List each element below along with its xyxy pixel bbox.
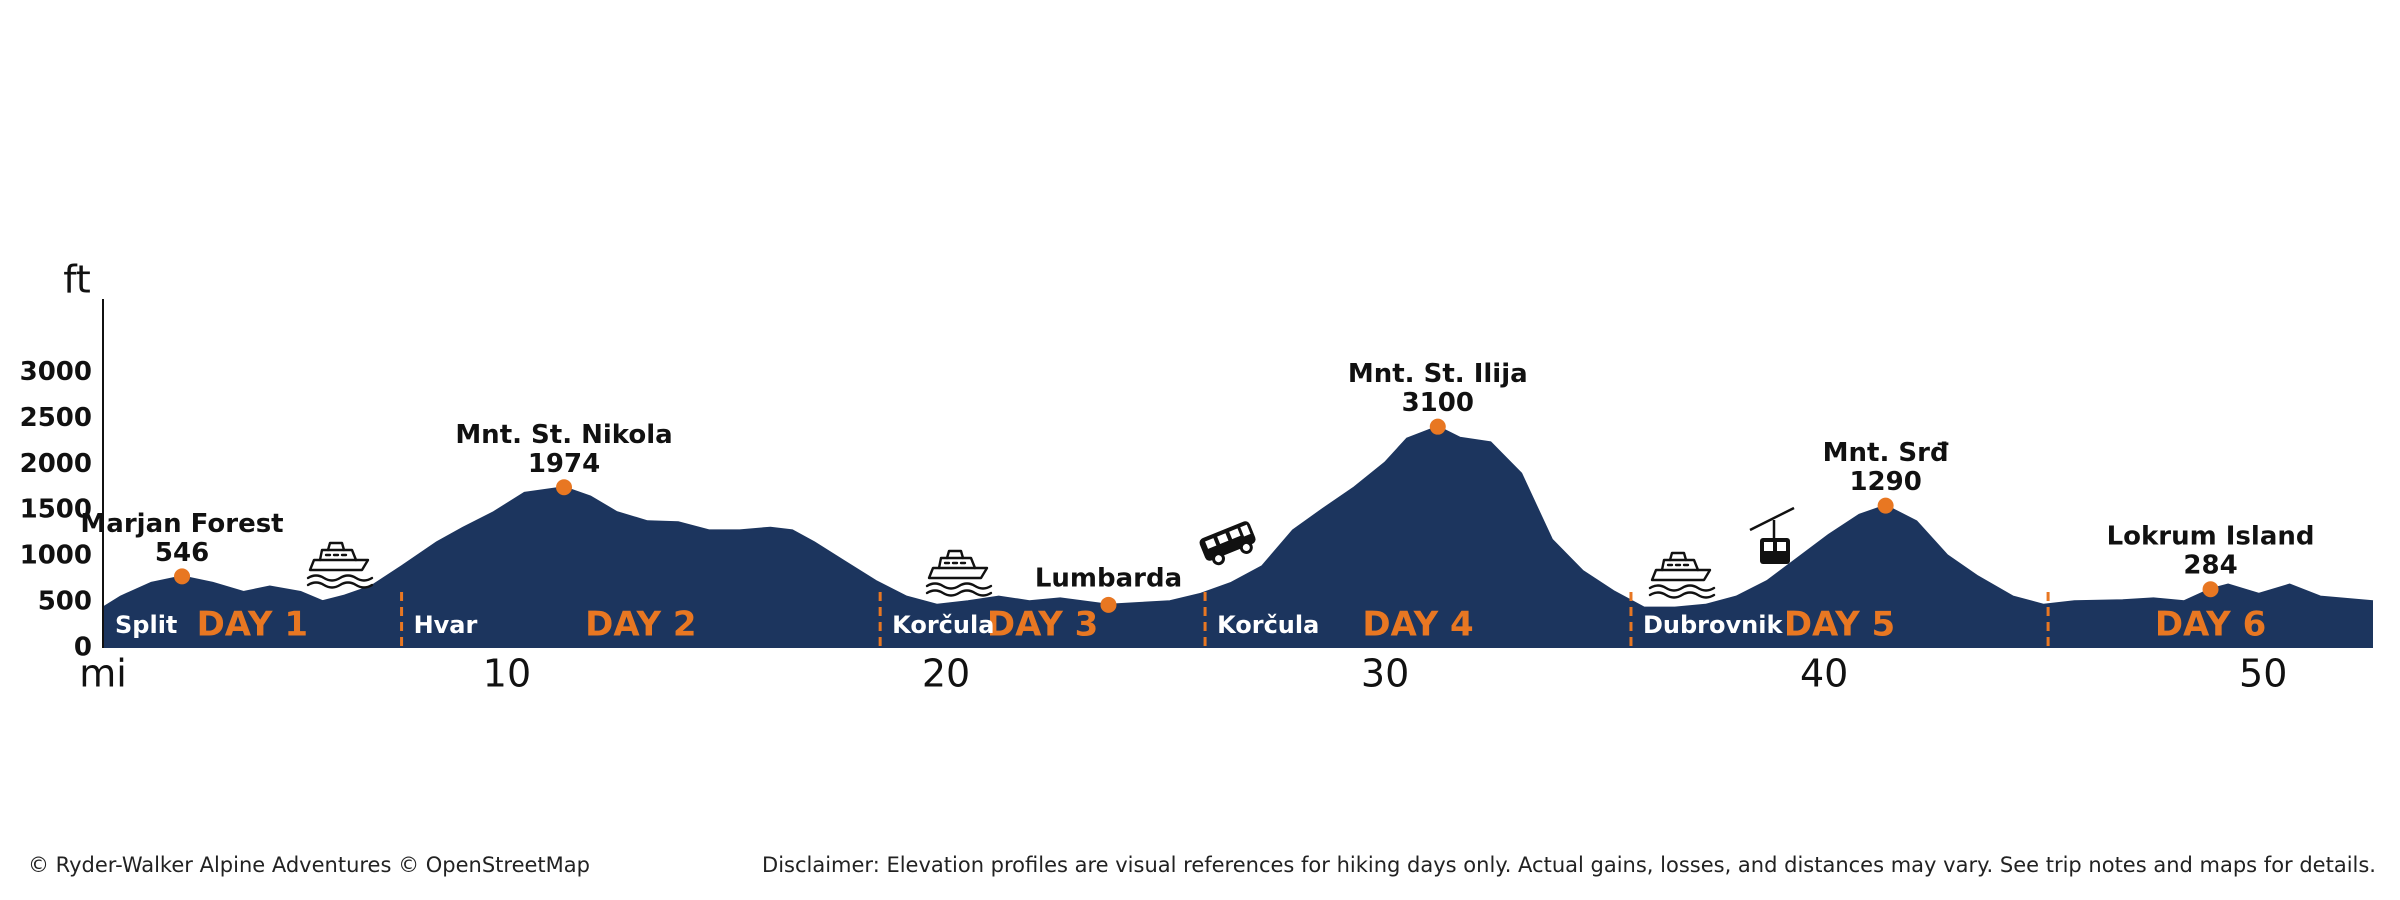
peak-marker: [1100, 596, 1117, 613]
y-tick-label: 2500: [20, 403, 92, 433]
plot: ft mi0 500 1000 1500 2000 2500 3000 10 20 30 40 50 DA…: [20, 258, 2374, 696]
day-label: DAY 3: [987, 605, 1098, 645]
peak-marker: [174, 568, 191, 585]
peak-name: Mnt. St. Ilija: [1348, 359, 1528, 389]
peak-marker: [1429, 418, 1446, 435]
peak-marker: [2202, 581, 2219, 598]
x-tick-label: 10: [483, 652, 531, 696]
town-label: Split: [115, 611, 177, 639]
x-tick-label: 40: [1800, 652, 1848, 696]
peak-name: Lumbarda: [1035, 563, 1182, 593]
ferry-icon: [1648, 551, 1716, 599]
x-tick-label: 20: [922, 652, 970, 696]
peak-name: Lokrum Island: [2107, 522, 2315, 552]
cable-car-icon: [1749, 506, 1795, 564]
town-label: Hvar: [414, 611, 478, 639]
y-tick-label: 0: [74, 633, 92, 663]
y-tick-label: 3000: [20, 357, 92, 387]
y-unit: ft: [63, 258, 91, 302]
day-label: DAY 2: [585, 605, 696, 645]
day-label: DAY 5: [1784, 605, 1895, 645]
peak-marker: [1877, 497, 1894, 514]
x-tick-label: 30: [1361, 652, 1409, 696]
peak-elevation: 1974: [528, 449, 600, 479]
day-label: DAY 1: [197, 605, 308, 645]
y-tick-label: 1000: [20, 541, 92, 571]
day-label: DAY 4: [1362, 605, 1473, 645]
elevation-line: [102, 425, 2374, 609]
peak-elevation: 1290: [1849, 467, 1921, 497]
bus-icon: [1199, 521, 1256, 566]
peak-elevation: 284: [2183, 551, 2237, 581]
peak-name: Marjan Forest: [80, 509, 283, 539]
peak-elevation: 546: [155, 538, 209, 568]
town-label: Dubrovnik: [1643, 611, 1783, 639]
ferry-icon: [306, 541, 374, 589]
y-tick-label: 1500: [20, 495, 92, 525]
disclaimer: Disclaimer: Elevation profiles are visua…: [762, 853, 2376, 877]
x-unit: mi: [79, 652, 127, 696]
y-tick-label: 2000: [20, 449, 92, 479]
peak-name: Mnt. St. Nikola: [455, 420, 672, 450]
peak-marker: [556, 479, 573, 496]
peak-elevation: 3100: [1402, 388, 1474, 418]
x-tick-label: 50: [2239, 652, 2287, 696]
area-fill: [103, 426, 2373, 648]
town-label: Korčula: [892, 611, 994, 639]
credit: © Ryder-Walker Alpine Adventures © OpenS…: [28, 853, 590, 877]
ferry-icon: [925, 549, 993, 597]
y-tick-label: 500: [38, 587, 92, 617]
town-label: Korčula: [1217, 611, 1319, 639]
day-label: DAY 6: [2155, 605, 2266, 645]
peak-name: Mnt. Srđ: [1823, 438, 1949, 468]
